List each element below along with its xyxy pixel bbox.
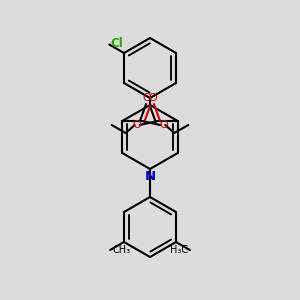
Text: Cl: Cl: [110, 37, 123, 50]
Text: CH₃: CH₃: [112, 245, 130, 255]
Text: O: O: [159, 120, 168, 130]
Text: O: O: [148, 93, 157, 103]
Text: O: O: [132, 120, 141, 130]
Text: H₃C: H₃C: [170, 245, 188, 255]
Text: O: O: [143, 93, 152, 103]
Text: N: N: [144, 170, 156, 183]
